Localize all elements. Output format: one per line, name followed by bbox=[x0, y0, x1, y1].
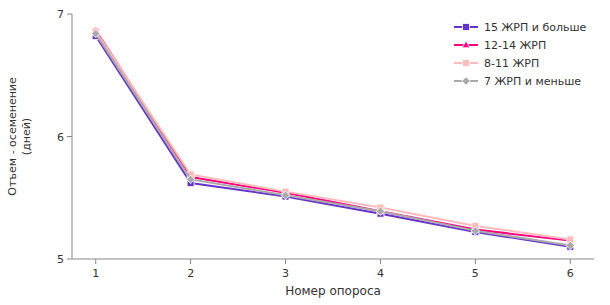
x-tick-label: 1 bbox=[92, 267, 99, 280]
y-tick bbox=[67, 14, 72, 15]
series bbox=[92, 28, 574, 243]
x-tick-label: 5 bbox=[472, 267, 479, 280]
series bbox=[92, 33, 574, 251]
x-axis-label: Номер опороса bbox=[285, 284, 381, 298]
x-tick bbox=[285, 259, 286, 264]
legend-marker bbox=[462, 41, 470, 48]
legend-label: 15 ЖРП и больше bbox=[484, 21, 586, 34]
series-line bbox=[96, 30, 571, 241]
y-tick bbox=[67, 259, 72, 260]
y-tick-label: 7 bbox=[57, 8, 64, 21]
y-axis-label-line: Отъем - осеменение bbox=[6, 77, 19, 196]
x-tick-label: 3 bbox=[282, 267, 289, 280]
series-line bbox=[96, 34, 571, 246]
x-tick-label: 2 bbox=[187, 267, 194, 280]
legend-marker bbox=[463, 24, 470, 31]
series-marker bbox=[471, 227, 479, 235]
y-tick bbox=[67, 136, 72, 137]
series-marker bbox=[376, 207, 384, 215]
x-tick bbox=[380, 259, 381, 264]
y-axis-label-line: (дней) bbox=[20, 118, 33, 155]
x-axis-line bbox=[72, 259, 594, 260]
series-marker bbox=[281, 191, 289, 199]
series-marker bbox=[566, 241, 574, 249]
series-line bbox=[96, 31, 571, 239]
legend-label: 12-14 ЖРП bbox=[484, 39, 546, 52]
y-tick-label: 5 bbox=[57, 253, 64, 266]
x-tick-label: 4 bbox=[377, 267, 384, 280]
legend: 15 ЖРП и больше 12-14 ЖРП 8-11 ЖРП 7 ЖРП и … bbox=[454, 21, 586, 88]
series bbox=[92, 26, 574, 244]
x-tick bbox=[475, 259, 476, 264]
y-tick-label: 6 bbox=[57, 131, 64, 144]
legend-label: 8-11 ЖРП bbox=[484, 57, 539, 70]
series bbox=[92, 29, 575, 249]
series-marker bbox=[186, 175, 194, 183]
y-axis-label: Отъем - осеменение(дней) bbox=[6, 77, 33, 196]
legend-label: 7 ЖРП и меньше bbox=[484, 75, 581, 88]
series-marker bbox=[92, 29, 100, 37]
chart: 1 2 3 4 5 6 5 6 7 Номер опороса Отъем - осеменение… bbox=[0, 0, 610, 305]
x-tick bbox=[570, 259, 571, 264]
x-tick bbox=[95, 259, 96, 264]
plot-area bbox=[92, 26, 575, 251]
x-tick-label: 6 bbox=[567, 267, 574, 280]
legend-marker bbox=[463, 60, 470, 67]
legend-marker bbox=[462, 77, 470, 85]
x-tick bbox=[190, 259, 191, 264]
